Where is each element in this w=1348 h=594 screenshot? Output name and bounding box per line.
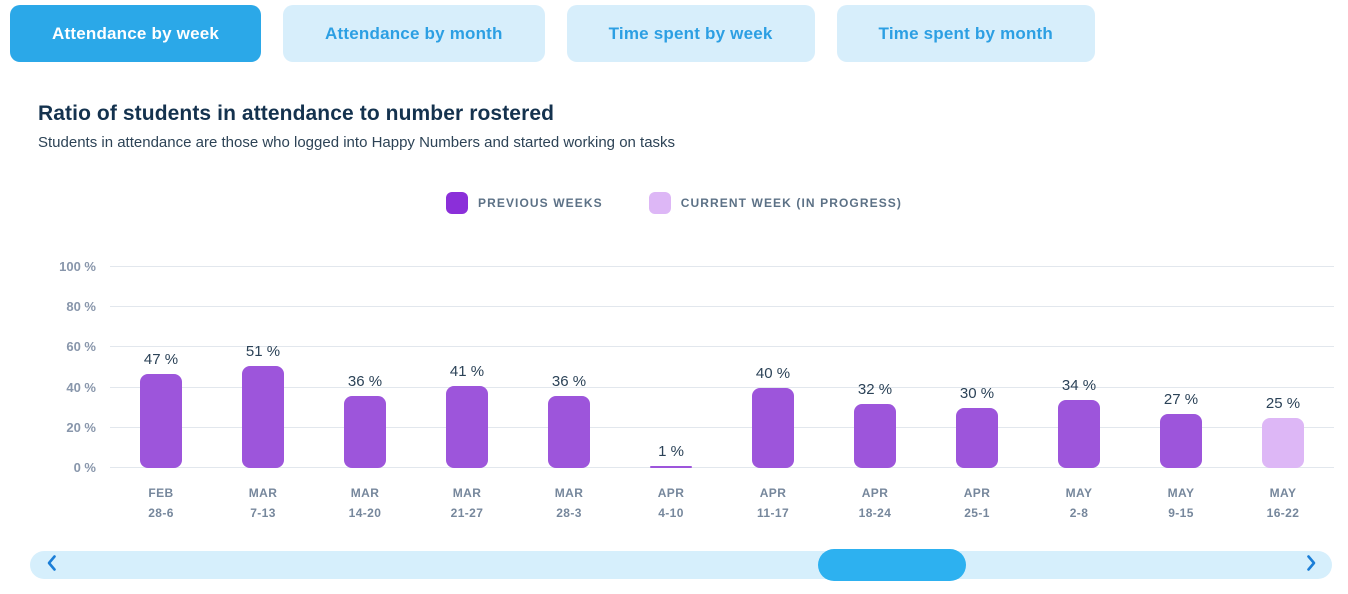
bar-value-label: 47 % bbox=[143, 350, 179, 368]
chart-legend: PREVIOUS WEEKS CURRENT WEEK (IN PROGRESS… bbox=[0, 192, 1348, 214]
bar-previous-week[interactable] bbox=[752, 387, 794, 468]
y-axis-tick-label: 20 % bbox=[66, 419, 96, 435]
legend-item-current-week: CURRENT WEEK (IN PROGRESS) bbox=[648, 192, 903, 214]
y-axis-tick-label: 0 % bbox=[73, 460, 96, 475]
current-week-swatch bbox=[648, 192, 671, 214]
bar-column: 41 % bbox=[416, 267, 518, 468]
bar-previous-week[interactable] bbox=[956, 407, 998, 468]
x-axis-category-label: APR 4-10 bbox=[657, 486, 685, 520]
tab-time-spent-by-week[interactable]: Time spent by week bbox=[566, 5, 815, 62]
x-axis-category-label: MAR 28-3 bbox=[554, 486, 584, 520]
x-axis-category-label: MAY 2-8 bbox=[1065, 486, 1093, 520]
bar-value-label: 36 % bbox=[347, 372, 383, 390]
scrollbar-track[interactable] bbox=[30, 551, 1332, 579]
bar-previous-week[interactable] bbox=[242, 365, 284, 468]
bar-column: 1 % bbox=[620, 267, 722, 468]
y-axis-tick-label: 60 % bbox=[66, 339, 96, 355]
bar-value-label: 25 % bbox=[1265, 394, 1301, 412]
content-panel: Ratio of students in attendance to numbe… bbox=[0, 62, 1348, 594]
legend-label: PREVIOUS WEEKS bbox=[477, 196, 603, 210]
gridline bbox=[110, 426, 1334, 428]
bar-value-label: 27 % bbox=[1163, 390, 1199, 408]
scrollbar-thumb[interactable] bbox=[817, 549, 967, 581]
bar-column: 32 % bbox=[824, 267, 926, 468]
tab-time-spent-by-month[interactable]: Time spent by month bbox=[836, 5, 1095, 62]
bar-value-label: 30 % bbox=[959, 384, 995, 402]
bar-value-label: 32 % bbox=[857, 380, 893, 398]
x-axis-category-label: MAY 16-22 bbox=[1266, 486, 1300, 520]
y-axis-tick-label: 80 % bbox=[66, 299, 96, 315]
bar-column: 51 % bbox=[212, 267, 314, 468]
bar-previous-week[interactable] bbox=[1058, 399, 1100, 468]
bar-previous-week[interactable] bbox=[446, 385, 488, 468]
bar-column: 36 % bbox=[518, 267, 620, 468]
bar-value-label: 36 % bbox=[551, 372, 587, 390]
x-axis-labels: FEB 28-6 MAR 7-13 MAR 14-20 MAR 21-27 MAR 28-3 APR… bbox=[110, 483, 1334, 523]
attendance-bar-chart: 0 % 20 % 40 % 60 % 80 % 100 % 47 % 51 % 36 % 41 %… bbox=[0, 259, 1348, 532]
bar-previous-week[interactable] bbox=[140, 373, 182, 468]
scroll-left-button[interactable] bbox=[38, 549, 64, 581]
tab-attendance-by-week[interactable]: Attendance by week bbox=[10, 5, 262, 62]
x-axis-category-label: APR 18-24 bbox=[858, 486, 892, 520]
bar-column: 27 % bbox=[1130, 267, 1232, 468]
bar-previous-week[interactable] bbox=[650, 466, 692, 468]
bar-value-label: 34 % bbox=[1061, 376, 1097, 394]
chart-title: Ratio of students in attendance to numbe… bbox=[38, 102, 555, 125]
bar-previous-week[interactable] bbox=[344, 395, 386, 468]
previous-weeks-swatch bbox=[445, 192, 468, 214]
bar-previous-week[interactable] bbox=[548, 395, 590, 468]
gridline bbox=[110, 306, 1334, 308]
chevron-right-icon bbox=[1306, 554, 1317, 577]
bar-value-label: 40 % bbox=[755, 364, 791, 382]
x-axis-category-label: MAR 14-20 bbox=[348, 486, 382, 520]
chart-scrollbar bbox=[30, 549, 1332, 581]
y-axis-tick-label: 40 % bbox=[66, 379, 96, 395]
bar-column: 47 % bbox=[110, 267, 212, 468]
gridline bbox=[110, 266, 1334, 267]
x-axis-category-label: MAY 9-15 bbox=[1167, 486, 1195, 520]
plot-area: 0 % 20 % 40 % 60 % 80 % 100 % 47 % 51 % 36 % 41 %… bbox=[59, 259, 1334, 475]
bar-value-label: 41 % bbox=[449, 362, 485, 380]
gridline bbox=[110, 386, 1334, 388]
bar-previous-week[interactable] bbox=[1160, 413, 1202, 468]
gridline bbox=[110, 467, 1334, 468]
bar-current-week[interactable] bbox=[1262, 417, 1304, 468]
bar-value-label: 51 % bbox=[245, 342, 281, 360]
x-axis-category-label: APR 11-17 bbox=[756, 486, 790, 520]
tab-attendance-by-month[interactable]: Attendance by month bbox=[283, 5, 545, 62]
bar-column: 30 % bbox=[926, 267, 1028, 468]
gridline bbox=[110, 346, 1334, 348]
chart-tabs: Attendance by week Attendance by month T… bbox=[0, 0, 1348, 62]
legend-label: CURRENT WEEK (IN PROGRESS) bbox=[680, 196, 903, 210]
x-axis-category-label: FEB 28-6 bbox=[148, 486, 174, 520]
bar-column: 34 % bbox=[1028, 267, 1130, 468]
chevron-left-icon bbox=[46, 554, 57, 577]
legend-item-previous-weeks: PREVIOUS WEEKS bbox=[445, 192, 603, 214]
x-axis-category-label: APR 25-1 bbox=[963, 486, 991, 520]
bar-column: 40 % bbox=[722, 267, 824, 468]
x-axis-category-label: MAR 7-13 bbox=[248, 486, 278, 520]
bar-column: 25 % bbox=[1232, 267, 1334, 468]
chart-subtitle: Students in attendance are those who log… bbox=[38, 134, 676, 151]
bar-value-label: 1 % bbox=[658, 443, 684, 460]
scroll-right-button[interactable] bbox=[1298, 549, 1324, 581]
y-axis-tick-label: 100 % bbox=[59, 259, 96, 274]
x-axis-category-label: MAR 21-27 bbox=[450, 486, 484, 520]
bar-column: 36 % bbox=[314, 267, 416, 468]
bar-previous-week[interactable] bbox=[854, 403, 896, 468]
